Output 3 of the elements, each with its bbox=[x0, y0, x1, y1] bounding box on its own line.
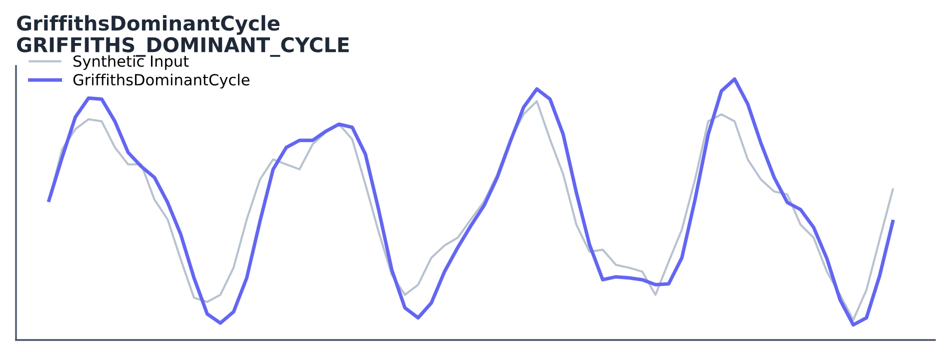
chart-subtitle: GRIFFITHS_DOMINANT_CYCLE bbox=[17, 37, 349, 57]
chart-title: GriffithsDominantCycle bbox=[17, 15, 280, 35]
legend-label: GriffithsDominantCycle bbox=[73, 74, 250, 88]
